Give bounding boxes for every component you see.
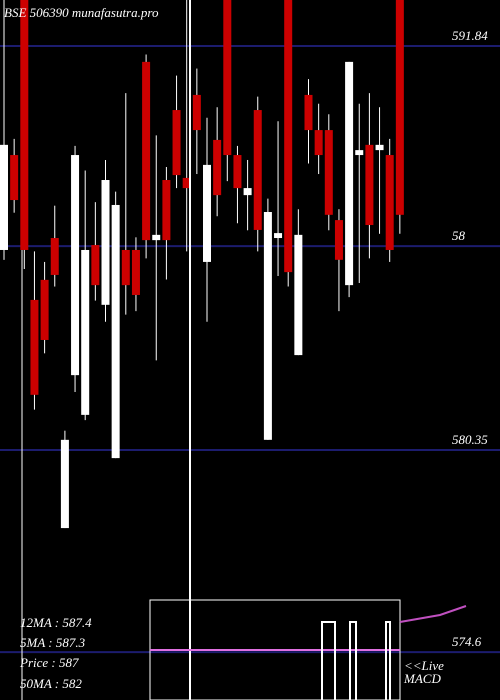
candle-body	[10, 155, 19, 201]
info-text: 12MA : 587.4	[20, 615, 92, 630]
candle-body	[375, 144, 384, 151]
live-label: <<Live	[404, 658, 444, 673]
candle-body	[71, 155, 80, 376]
y-tick-label: 580.35	[452, 432, 488, 447]
candle-body	[253, 110, 262, 230]
candle-body	[30, 299, 39, 395]
candle-body	[101, 180, 110, 305]
candle-body	[294, 234, 303, 356]
candle-body	[314, 130, 323, 156]
candle-body	[81, 249, 90, 415]
candle-body	[111, 204, 120, 459]
info-text: 5MA : 587.3	[20, 635, 86, 650]
candle-body	[324, 130, 333, 215]
candle-body	[192, 94, 201, 131]
candle-body	[172, 110, 181, 176]
candle-body	[213, 139, 222, 196]
candle-body	[355, 150, 364, 156]
candle-body	[284, 0, 293, 273]
candle-body	[162, 180, 171, 241]
y-tick-label: 574.6	[452, 634, 482, 649]
macd-signal	[399, 605, 467, 623]
candle-body	[334, 220, 343, 260]
candle-body	[60, 439, 69, 529]
candle-body	[152, 234, 161, 241]
macd-label: MACD	[403, 671, 441, 686]
candle-body	[182, 177, 191, 189]
info-text: Price : 587	[19, 655, 79, 670]
candle-body	[345, 61, 354, 286]
candle-body	[223, 0, 232, 156]
y-tick-label: 58	[452, 228, 466, 243]
candle-body	[365, 144, 374, 226]
candle-body	[395, 0, 404, 215]
candle-body	[385, 155, 394, 250]
candle-body	[243, 188, 252, 196]
candle-body	[233, 155, 242, 189]
candle-body	[20, 0, 29, 250]
macd-bars	[321, 621, 391, 700]
info-text: 50MA : 582	[20, 676, 82, 691]
candle-body	[263, 212, 272, 440]
candle-body	[50, 238, 59, 275]
candle-body	[0, 144, 8, 250]
candle-body	[40, 279, 49, 340]
y-tick-label: 591.84	[452, 28, 488, 43]
candle-body	[131, 249, 140, 295]
candle-body	[142, 61, 151, 241]
candle-body	[304, 94, 313, 131]
candle-body	[121, 249, 130, 286]
chart-title: BSE 506390 munafasutra.pro	[4, 5, 159, 20]
candle-body	[274, 233, 283, 239]
candle-body	[91, 245, 100, 286]
candle-body	[203, 164, 211, 262]
